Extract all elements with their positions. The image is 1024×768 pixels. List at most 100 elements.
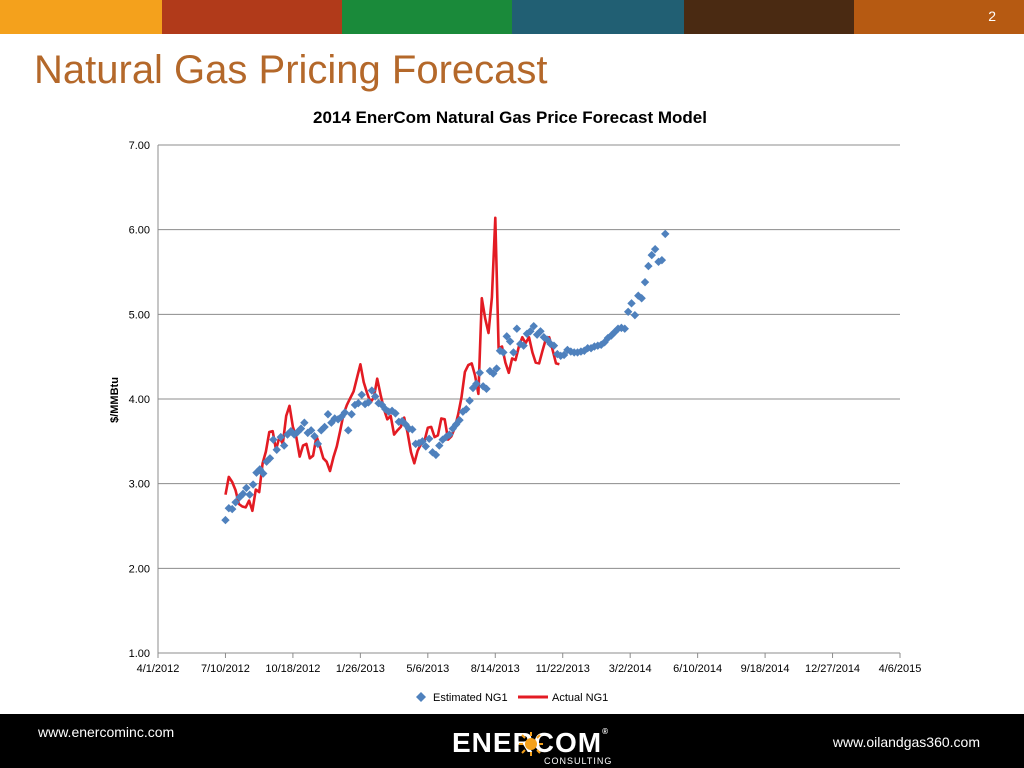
estimated-ng1-point [340,408,350,417]
estimated-ng1-point [630,310,640,320]
x-tick-label: 8/14/2013 [471,663,520,675]
estimated-ng1-point [509,348,518,357]
slide-number: 2 [988,8,996,24]
estimated-ng1-point [306,426,316,435]
estimated-ng1-point [661,229,670,239]
x-tick-label: 3/2/2014 [609,663,652,675]
estimated-ng1-point [627,299,636,308]
x-tick-label: 7/10/2012 [201,663,250,675]
estimated-ng1-point [603,333,613,343]
y-tick-label: 2.00 [129,563,150,575]
estimated-ng1-point [640,277,650,287]
estimated-ng1-point [310,432,319,441]
top-bar-segment-5 [684,0,854,34]
chart-title: 2014 EnerCom Natural Gas Price Forecast … [313,108,707,127]
estimated-ng1-point [238,489,248,499]
estimated-ng1-point [367,386,377,395]
estimated-ng1-point [559,350,569,360]
estimated-ng1-point [543,335,552,344]
estimated-ng1-point [371,392,380,401]
estimated-ng1-series [221,229,670,525]
estimated-ng1-point [231,498,240,507]
estimated-ng1-point [242,483,251,493]
estimated-ng1-point [650,244,660,254]
estimated-ng1-point [465,396,474,405]
y-tick-label: 6.00 [129,225,150,237]
estimated-ng1-point [620,324,629,333]
x-tick-label: 5/6/2013 [406,663,449,675]
estimated-ng1-point [354,399,363,408]
footer-right-link[interactable]: www.oilandgas360.com [832,734,980,750]
estimated-ng1-point [475,368,484,377]
y-tick-label: 1.00 [129,648,150,660]
estimated-ng1-point [279,441,289,450]
estimated-ng1-point [637,294,646,303]
enercom-logo: ENERCOM® CONSULTING [452,727,652,766]
estimated-ng1-point [472,379,481,388]
estimated-ng1-point [248,480,258,489]
estimated-ng1-point [269,435,278,444]
x-tick-label: 4/6/2015 [879,663,922,675]
estimated-ng1-point [489,369,498,378]
estimated-ng1-point [245,490,254,499]
estimated-ng1-point [435,441,444,450]
estimated-ng1-point [462,404,471,414]
estimated-ng1-point [505,337,515,346]
x-tick-label: 11/22/2013 [536,663,590,675]
estimated-ng1-point [576,347,586,356]
estimated-ng1-point [323,410,333,419]
estimated-ng1-point [357,390,366,399]
estimated-ng1-point [600,338,609,347]
x-tick-label: 12/27/2014 [805,663,860,675]
estimated-ng1-point [259,469,268,478]
estimated-ng1-point [532,330,542,339]
y-tick-label: 3.00 [129,479,150,491]
estimated-ng1-point [347,410,356,419]
estimated-ng1-point [445,430,454,439]
top-color-bar [0,0,1024,34]
top-bar-segment-2 [162,0,342,34]
estimated-ng1-point [272,445,281,454]
x-tick-label: 9/18/2014 [741,663,790,675]
estimated-ng1-point [499,348,508,357]
sun-icon [519,732,543,756]
slide-title: Natural Gas Pricing Forecast [34,48,548,92]
estimated-ng1-point [644,261,653,271]
x-tick-label: 1/26/2013 [336,663,385,675]
estimated-ng1-point [344,426,353,435]
estimated-ng1-point [556,351,565,361]
estimated-ng1-point [593,341,603,350]
estimated-ng1-point [516,339,525,349]
x-tick-label: 10/18/2012 [265,663,320,675]
chart-legend: Estimated NG1 Actual NG1 [416,692,608,704]
y-axis-label: $/MMBtu [109,377,121,423]
estimated-ng1-point [221,515,230,525]
estimated-ng1-point [391,409,400,418]
estimated-ng1-point [482,384,491,394]
axes: 1.00 2.00 3.00 4.00 5.00 6.00 7.00 4/1/2012 7/10… [129,140,922,675]
estimated-ng1-point [276,432,285,442]
estimated-ng1-point [492,364,501,373]
actual-ng1-series [224,216,560,513]
y-tick-label: 7.00 [129,140,150,152]
estimated-ng1-point [526,327,535,336]
top-bar-segment-6 [854,0,1024,34]
estimated-ng1-point [320,422,329,432]
estimated-ng1-point [300,418,309,427]
gridlines [158,144,900,569]
price-forecast-chart: 2014 EnerCom Natural Gas Price Forecast … [109,108,922,704]
logo-subtitle: CONSULTING [544,756,613,766]
estimated-ng1-point [647,250,656,260]
footer-left-link[interactable]: www.enercominc.com [38,724,175,740]
estimated-ng1-point [536,327,545,336]
top-bar-segment-1 [0,0,162,34]
estimated-ng1-point [313,439,323,449]
y-tick-label: 5.00 [129,309,150,321]
estimated-ng1-point [296,424,306,433]
estimated-ng1-point [549,341,559,350]
legend-estimated-label: Estimated NG1 [433,692,508,704]
estimated-ng1-point [512,324,522,333]
estimated-ng1-point [364,398,373,407]
top-bar-segment-3 [342,0,512,34]
estimated-ng1-point [502,332,511,341]
